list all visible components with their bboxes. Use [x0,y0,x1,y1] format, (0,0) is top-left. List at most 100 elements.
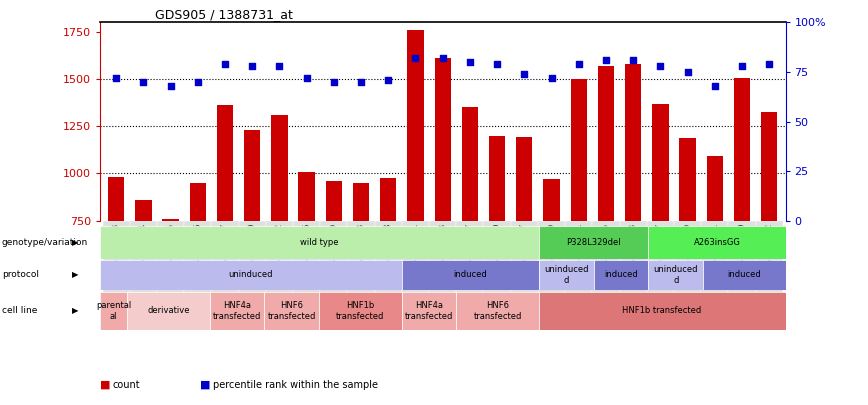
Text: count: count [113,380,141,390]
Bar [565,221,592,298]
Text: HNF1b transfected: HNF1b transfected [622,306,701,315]
Bar [457,221,483,298]
Bar [375,221,402,298]
Text: GDS905 / 1388731_at: GDS905 / 1388731_at [155,8,293,21]
Text: GSM27165: GSM27165 [602,223,610,270]
Bar [489,136,505,221]
Point [681,69,694,75]
Text: induced: induced [604,271,638,279]
Text: GSM27170: GSM27170 [738,223,746,270]
Point [626,57,640,63]
Bar [209,292,265,330]
Text: parental
al: parental al [95,301,131,320]
Text: uninduced
d: uninduced d [544,265,589,285]
Text: GSM27207: GSM27207 [220,223,229,270]
Point [436,55,450,61]
Text: GSM27204: GSM27204 [139,223,148,270]
Text: GSM27161: GSM27161 [575,223,583,270]
Bar [189,183,206,221]
Bar [429,221,457,298]
Bar [217,105,233,221]
Text: HNF4a
transfected: HNF4a transfected [404,301,453,320]
Bar [703,260,786,290]
Bar [402,221,429,298]
Point [517,70,531,77]
Bar [570,79,587,221]
Bar [184,221,212,298]
Point [299,75,313,81]
Point [218,61,232,67]
Bar [402,260,539,290]
Bar [539,260,594,290]
Text: GSM27151: GSM27151 [411,223,420,270]
Text: GSM27172: GSM27172 [765,223,773,270]
Bar [271,115,287,221]
Text: GSM27169: GSM27169 [683,223,692,270]
Text: A263insGG: A263insGG [694,238,740,247]
Text: ▶: ▶ [72,271,78,279]
Bar [733,78,750,221]
Text: GSM27063: GSM27063 [357,223,365,270]
Text: uninduced
d: uninduced d [654,265,698,285]
Bar [539,226,648,259]
Text: HNF6
transfected: HNF6 transfected [473,301,522,320]
Bar [457,292,539,330]
Point [191,79,205,85]
Bar [128,292,209,330]
Point [572,61,586,67]
Text: cell line: cell line [2,306,37,315]
Bar [539,292,786,330]
Text: ■: ■ [100,380,110,390]
Bar [592,221,620,298]
Bar [135,200,152,221]
Bar [402,292,457,330]
Text: GSM27150: GSM27150 [247,223,257,270]
Text: P328L329del: P328L329del [566,238,621,247]
Text: GSM27206: GSM27206 [194,223,202,270]
Bar [353,183,369,221]
Bar [435,58,450,221]
Point [707,83,721,89]
Bar [516,136,532,221]
Point [109,75,123,81]
Bar [380,178,397,221]
Bar [674,221,701,298]
Point [599,57,613,63]
Text: GSM27171: GSM27171 [710,223,720,270]
Bar [100,226,539,259]
Text: ▶: ▶ [72,238,78,247]
Bar [100,260,402,290]
Point [735,63,749,69]
Text: ■: ■ [200,380,210,390]
Point [164,83,178,89]
Bar [680,138,696,221]
Bar [598,66,615,221]
Bar [212,221,239,298]
Text: GSM27157: GSM27157 [465,223,475,270]
Bar [129,221,157,298]
Bar [620,221,647,298]
Bar [543,179,560,221]
Point [544,75,558,81]
Point [409,55,423,61]
Bar [761,112,778,221]
Text: genotype/variation: genotype/variation [2,238,88,247]
Bar [319,292,402,330]
Bar [707,156,723,221]
Text: GSM27205: GSM27205 [166,223,175,270]
Bar [162,219,179,221]
Point [463,59,477,65]
Point [246,63,260,69]
Text: percentile rank within the sample: percentile rank within the sample [213,380,378,390]
Bar [320,221,347,298]
Point [381,77,395,83]
Bar [462,107,478,221]
Text: GSM27167: GSM27167 [656,223,665,270]
Bar [756,221,783,298]
Bar [293,221,320,298]
Text: GSM27156: GSM27156 [302,223,311,270]
Text: derivative: derivative [148,306,189,315]
Bar [347,221,375,298]
Bar [647,221,674,298]
Text: wild type: wild type [300,238,339,247]
